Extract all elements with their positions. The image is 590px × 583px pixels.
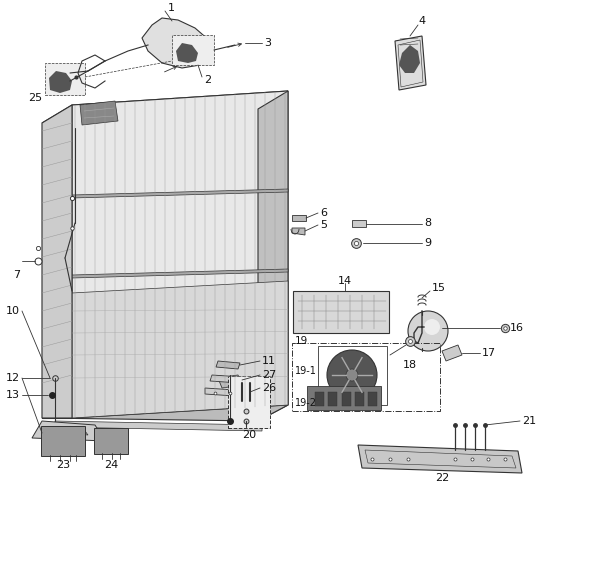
Polygon shape — [216, 361, 240, 369]
FancyBboxPatch shape — [328, 392, 337, 406]
FancyBboxPatch shape — [41, 426, 85, 456]
Text: 22: 22 — [435, 473, 449, 483]
Polygon shape — [205, 388, 250, 397]
Polygon shape — [32, 421, 105, 441]
Circle shape — [408, 311, 448, 351]
Polygon shape — [258, 91, 288, 421]
Polygon shape — [72, 269, 288, 278]
Polygon shape — [218, 375, 242, 388]
Text: 14: 14 — [338, 276, 352, 286]
Text: 16: 16 — [510, 323, 524, 333]
Polygon shape — [292, 228, 305, 235]
Text: 19-2: 19-2 — [295, 398, 317, 408]
Polygon shape — [176, 43, 198, 63]
Polygon shape — [395, 36, 426, 90]
Polygon shape — [42, 105, 72, 418]
Polygon shape — [72, 281, 288, 418]
Polygon shape — [442, 345, 462, 361]
Text: 26: 26 — [262, 383, 276, 393]
Polygon shape — [42, 427, 88, 435]
Text: 19-1: 19-1 — [295, 366, 317, 376]
FancyBboxPatch shape — [352, 220, 366, 227]
Text: 24: 24 — [104, 460, 118, 470]
Text: 12: 12 — [6, 373, 20, 383]
FancyBboxPatch shape — [368, 392, 377, 406]
Text: 8: 8 — [424, 219, 431, 229]
Polygon shape — [42, 105, 72, 418]
Text: 10: 10 — [6, 306, 20, 316]
FancyBboxPatch shape — [94, 428, 128, 454]
FancyBboxPatch shape — [342, 392, 351, 406]
Text: 6: 6 — [320, 208, 327, 218]
Polygon shape — [42, 91, 288, 123]
Text: 17: 17 — [482, 348, 496, 358]
Text: 4: 4 — [418, 16, 425, 26]
FancyBboxPatch shape — [228, 376, 270, 428]
FancyBboxPatch shape — [45, 63, 85, 95]
Text: 9: 9 — [424, 238, 431, 248]
Polygon shape — [292, 215, 306, 221]
FancyBboxPatch shape — [355, 392, 364, 406]
Polygon shape — [72, 91, 288, 418]
Text: 1: 1 — [168, 3, 175, 13]
Polygon shape — [49, 71, 72, 93]
Polygon shape — [80, 101, 118, 125]
Polygon shape — [210, 375, 242, 383]
Text: 2: 2 — [204, 75, 211, 85]
FancyBboxPatch shape — [315, 392, 324, 406]
Circle shape — [346, 369, 358, 381]
Text: 5: 5 — [320, 220, 327, 230]
Text: 21: 21 — [522, 416, 536, 426]
Text: 25: 25 — [28, 93, 42, 103]
Text: 15: 15 — [432, 283, 446, 293]
Text: 23: 23 — [56, 460, 70, 470]
Circle shape — [327, 350, 377, 400]
Text: 7: 7 — [13, 270, 20, 280]
Polygon shape — [142, 18, 212, 68]
Text: 11: 11 — [262, 356, 276, 366]
Polygon shape — [399, 45, 420, 73]
FancyBboxPatch shape — [172, 35, 214, 65]
Text: 18: 18 — [403, 360, 417, 370]
Text: 20: 20 — [242, 430, 256, 440]
Circle shape — [424, 319, 440, 335]
Polygon shape — [358, 445, 522, 473]
FancyBboxPatch shape — [307, 386, 381, 410]
Text: 13: 13 — [6, 390, 20, 400]
Text: 19: 19 — [295, 336, 308, 346]
Polygon shape — [72, 189, 288, 198]
FancyBboxPatch shape — [293, 291, 389, 333]
Text: 3: 3 — [264, 38, 271, 48]
Text: 27: 27 — [262, 370, 276, 380]
Polygon shape — [42, 405, 288, 421]
Polygon shape — [55, 421, 262, 431]
